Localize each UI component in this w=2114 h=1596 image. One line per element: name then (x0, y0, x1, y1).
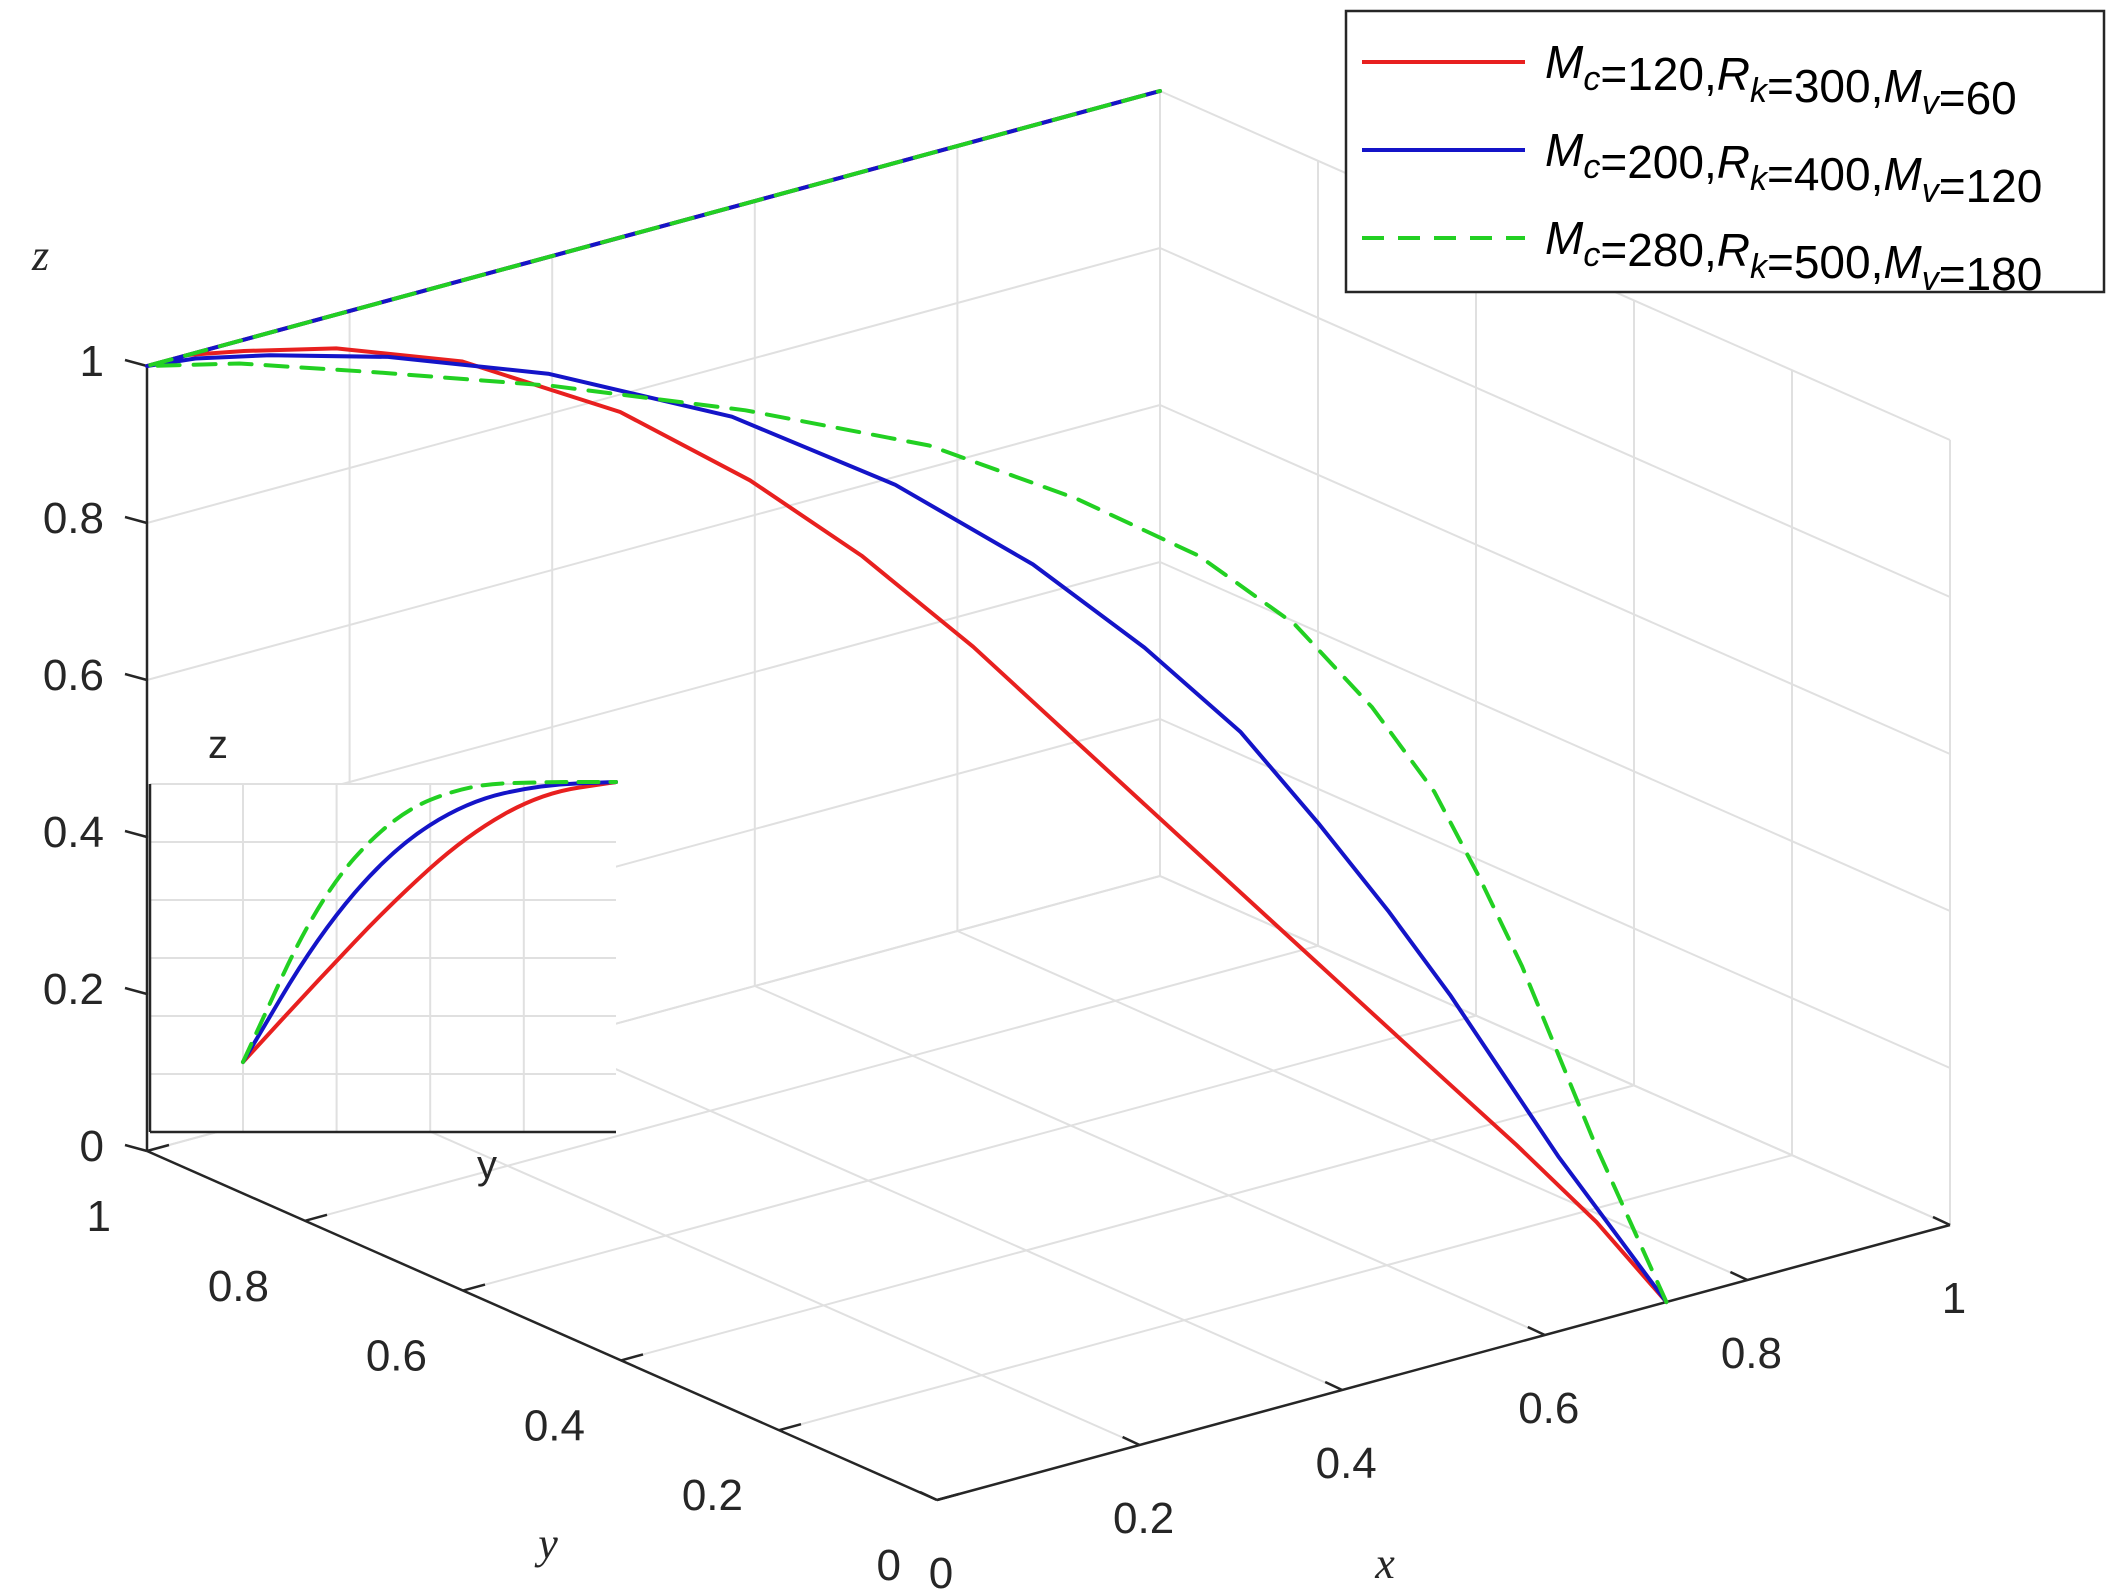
legend-label-3: Mc=280,Rk=500,Mv=180 (1545, 212, 2042, 300)
y-tick (146, 1143, 170, 1153)
grid-line (1159, 718, 1951, 1069)
z-axis-label: z (31, 231, 49, 280)
grid-line (462, 1014, 1477, 1292)
inset-xlabel: y (477, 1143, 497, 1187)
inset-plot: z y (148, 723, 618, 1187)
tick-marks (124, 358, 1951, 1502)
series-line-1 (145, 89, 1669, 1304)
inset-grid (150, 783, 616, 1133)
legend-entries: Mc=120,Rk=300,Mv=60Mc=200,Rk=400,Mv=120M… (1362, 36, 2042, 300)
y-axis-label: y (534, 1519, 558, 1568)
z-tick (124, 986, 148, 996)
y-tick-label: 0.2 (682, 1471, 743, 1520)
legend: Mc=120,Rk=300,Mv=60Mc=200,Rk=400,Mv=120M… (1344, 9, 2106, 300)
y-tick (462, 1283, 486, 1292)
x-tick-label: 0.2 (1113, 1494, 1174, 1543)
x-axis-label: x (1374, 1539, 1395, 1588)
grid-line (1159, 561, 1951, 912)
x-tick (1122, 1435, 1141, 1447)
grid-line (956, 930, 1748, 1281)
tick-labels: 0 0.2 0.4 0.6 0.8 1 0 0.2 0.4 0.6 0.8 1 0 0.2 0.4 0.6 0.… (43, 337, 1966, 1596)
z-tick (124, 829, 148, 839)
inset-series-line-1 (241, 780, 618, 1064)
x-tick-label: 0 (929, 1549, 953, 1596)
y-tick (620, 1353, 644, 1362)
y-tick-label: 0 (877, 1541, 901, 1590)
z-tick-label: 0.6 (43, 651, 104, 700)
grid-line (620, 1084, 1635, 1362)
grid-line (551, 1040, 1343, 1391)
series-lines (145, 89, 1669, 1304)
y-tick-label: 0.4 (524, 1401, 585, 1450)
z-tick-label: 0 (80, 1122, 104, 1171)
grid-line (146, 404, 1161, 681)
z-tick-label: 0.4 (43, 808, 104, 857)
z-tick-label: 0.8 (43, 494, 104, 543)
inset-series-line-3 (241, 780, 618, 1064)
x-tick (1729, 1270, 1748, 1282)
x-tick-label: 0.8 (1721, 1329, 1782, 1378)
z-tick (124, 358, 148, 368)
grid-line (304, 944, 1319, 1222)
x-tick (1324, 1380, 1343, 1392)
series-line-2 (145, 89, 1669, 1304)
y-tick (304, 1213, 328, 1223)
z-tick-label: 1 (80, 337, 104, 386)
y-tick (778, 1422, 802, 1432)
inset-series-line-2 (241, 780, 618, 1064)
z-tick (124, 1143, 148, 1153)
x-tick-label: 0.4 (1316, 1439, 1377, 1488)
x-tick (1527, 1325, 1546, 1337)
x-tick-label: 1 (1942, 1274, 1966, 1323)
x-tick-label: 0.6 (1518, 1384, 1579, 1433)
inset-series-lines (241, 780, 618, 1064)
legend-label-1: Mc=120,Rk=300,Mv=60 (1545, 36, 2017, 124)
y-tick-label: 1 (87, 1192, 111, 1241)
grid-line (778, 1154, 1793, 1432)
y-tick-label: 0.8 (208, 1262, 269, 1311)
axis-lines (145, 366, 1951, 1502)
legend-label-2: Mc=200,Rk=400,Mv=120 (1545, 124, 2042, 212)
grid-line (1159, 247, 1951, 598)
z-tick-label: 0.2 (43, 965, 104, 1014)
y-axis-line (146, 1149, 938, 1502)
grid-line (146, 247, 1161, 524)
z-tick (124, 515, 148, 525)
x-axis-line (936, 1223, 1951, 1502)
x-tick (1932, 1215, 1951, 1227)
inset-ylabel: z (208, 723, 228, 767)
grid-line (754, 985, 1546, 1336)
y-tick-label: 0.6 (366, 1332, 427, 1381)
series-line-3 (145, 89, 1669, 1304)
grid-line (1159, 404, 1951, 755)
grid-line (349, 1095, 1141, 1446)
y-tick (936, 1492, 960, 1502)
x-tick (919, 1490, 938, 1502)
z-tick (124, 672, 148, 682)
